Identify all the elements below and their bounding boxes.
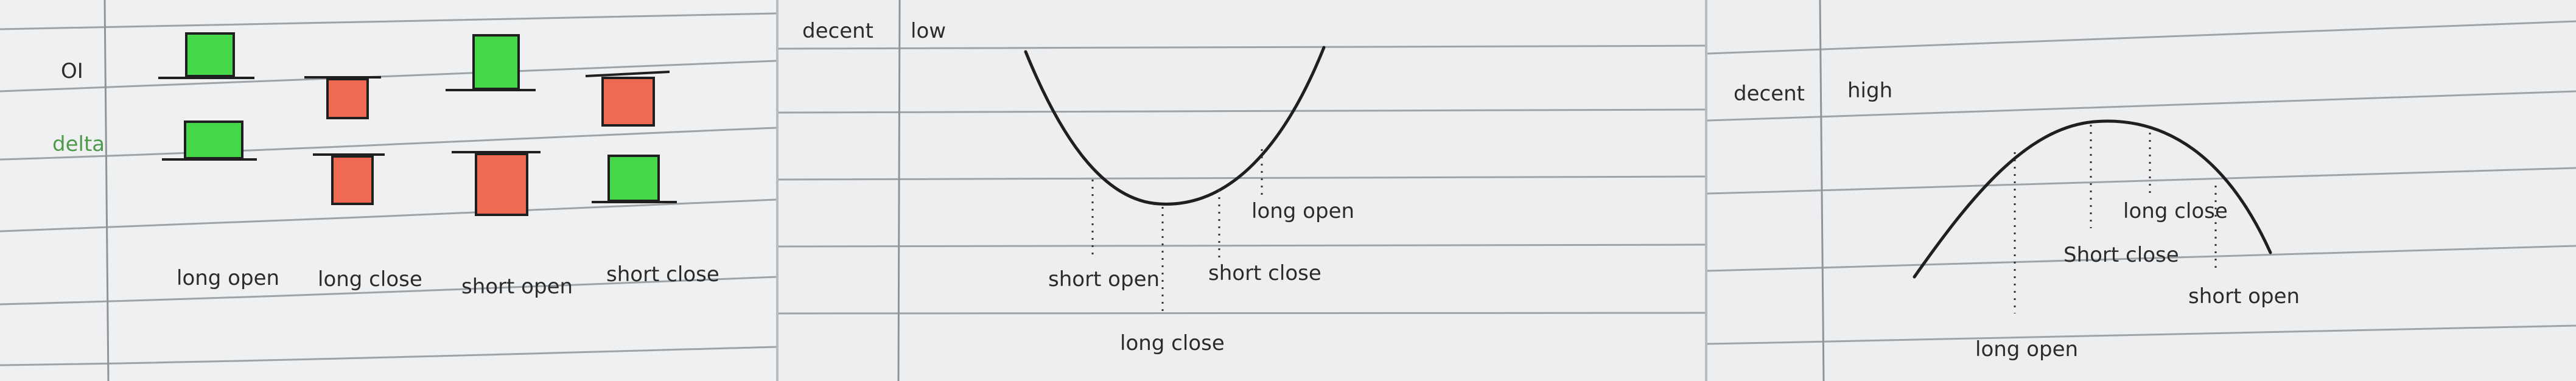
panel3-title-high: high (1847, 79, 1892, 103)
oi-down-box (601, 77, 655, 127)
ruled-lines-2 (778, 44, 1706, 315)
rule-line (1707, 20, 2576, 55)
row-label-oi: OI (61, 59, 83, 83)
oi-long-open-candle (158, 32, 254, 79)
delta-down-box (331, 155, 374, 205)
panel-decent-low: decent low long open short open short cl… (778, 0, 1706, 381)
panel2-title-decent: decent (802, 19, 873, 43)
column-label-long-close: long close (318, 267, 422, 292)
column-label-short-close: short close (606, 262, 719, 287)
rule-line (778, 44, 1706, 50)
hill-curve (1913, 119, 2272, 279)
ruled-lines-1 (0, 12, 777, 366)
baseline (585, 71, 670, 77)
margin-line-2 (897, 0, 901, 381)
rule-line (0, 127, 777, 161)
panel3-title-decent: decent (1734, 82, 1805, 106)
rule-line (0, 60, 777, 93)
panel2-label-long-open: long open (1251, 199, 1354, 223)
panel3-label-long-open: long open (1975, 337, 2078, 362)
panel2-marker-lines (1091, 149, 1263, 316)
oi-up-box (185, 32, 235, 77)
row-label-delta: delta (52, 132, 105, 156)
margin-line-3 (1819, 0, 1825, 381)
panel-oi-delta: OI delta (0, 0, 777, 381)
oi-up-box (472, 34, 520, 90)
oi-candles (158, 32, 670, 127)
rule-line (0, 12, 777, 30)
valley-curve (1024, 46, 1326, 206)
rule-line (1707, 245, 2576, 272)
oi-short-open-candle (446, 34, 536, 91)
panel2-label-short-open: short open (1048, 267, 1160, 292)
rule-line (0, 198, 777, 232)
oi-long-close-candle (304, 76, 381, 119)
panel3-label-short-close: Short close (2063, 243, 2179, 267)
rule-line (0, 346, 777, 366)
rule-line (1707, 90, 2576, 122)
delta-up-box (184, 121, 243, 159)
panel2-label-short-close: short close (1208, 261, 1321, 285)
panel-separator (776, 0, 779, 381)
panel-separator (1705, 0, 1707, 381)
panel2-label-long-close: long close (1120, 331, 1225, 355)
delta-long-close-candle (313, 153, 385, 205)
column-label-short-open: short open (461, 274, 573, 299)
panel3-marker-lines (2014, 125, 2217, 313)
ruled-lines-3 (1707, 20, 2576, 345)
panel3-label-short-open: short open (2188, 284, 2300, 309)
panel2-title-low: low (911, 19, 946, 43)
paper-sheet-2 (779, 0, 1705, 381)
column-label-long-open: long open (177, 266, 279, 290)
delta-short-close-candle (592, 155, 677, 203)
delta-candles (162, 121, 677, 216)
rule-line (778, 108, 1706, 114)
margin-line-1 (103, 0, 110, 381)
rule-line (778, 243, 1706, 248)
panel-decent-high: decent high long close Short close short… (1707, 0, 2576, 381)
oi-down-box (326, 78, 369, 119)
delta-long-open-candle (162, 121, 257, 161)
delta-down-box (475, 153, 528, 216)
panel3-label-long-close: long close (2123, 199, 2228, 223)
delta-short-open-candle (452, 151, 541, 216)
delta-up-box (607, 155, 660, 202)
rule-line (1707, 167, 2576, 195)
paper-sheet-3 (1707, 0, 2576, 381)
rule-line (0, 276, 777, 306)
rule-line (778, 175, 1706, 181)
oi-short-close-candle (585, 71, 670, 127)
rule-line (1707, 324, 2576, 345)
